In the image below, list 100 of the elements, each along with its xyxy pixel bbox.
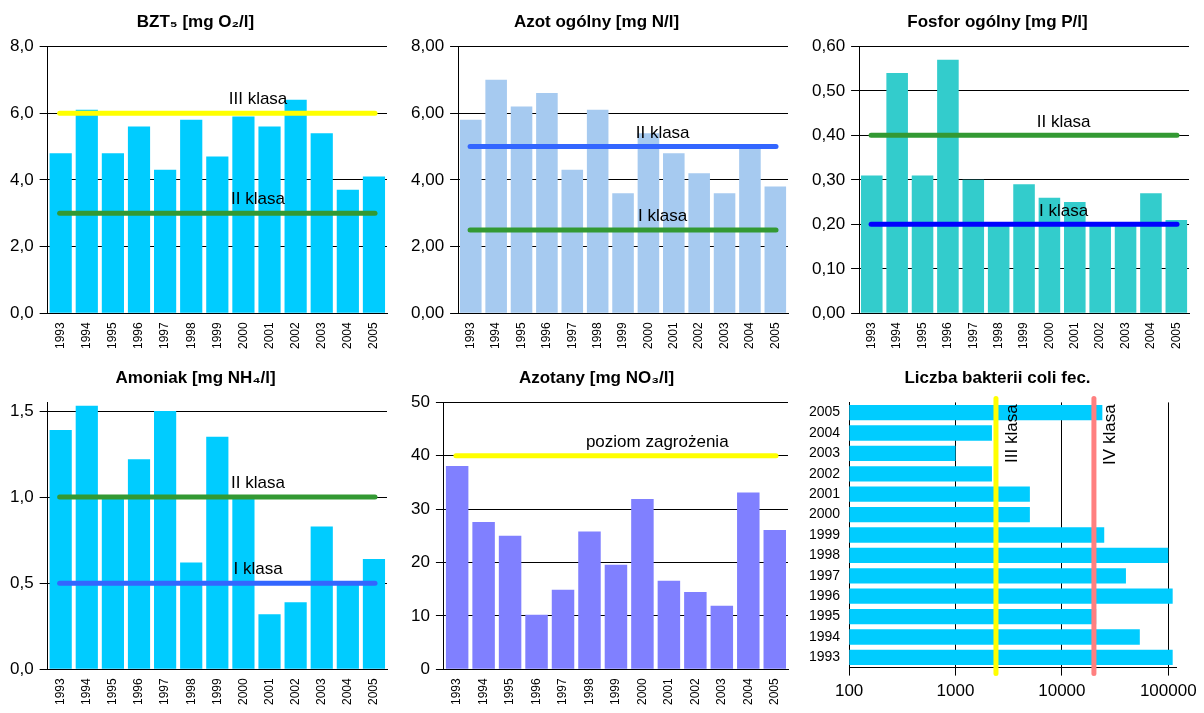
x-tick-label: 1994 xyxy=(889,321,904,350)
y-tick-label: 0 xyxy=(420,658,430,678)
bar xyxy=(763,529,787,669)
bar xyxy=(1165,219,1188,313)
bar xyxy=(206,156,229,313)
y-tick-label: 1996 xyxy=(808,587,841,604)
x-tick-label: 1996 xyxy=(528,677,543,706)
x-tick-label: 2001 xyxy=(666,321,681,350)
x-tick-label: 1999 xyxy=(209,321,224,350)
bar xyxy=(911,175,934,313)
y-tick-label: 1999 xyxy=(808,525,841,542)
y-tick-label: 1,0 xyxy=(9,486,34,506)
bar xyxy=(710,605,734,669)
bar xyxy=(713,193,736,313)
x-tick-label: 1996 xyxy=(940,321,955,350)
y-tick-label: 4,0 xyxy=(9,169,34,189)
bar xyxy=(937,59,959,313)
y-tick-label: 1993 xyxy=(808,648,841,665)
x-tick-label: 2001 xyxy=(261,321,276,350)
y-tick-label: 2,00 xyxy=(410,236,445,256)
y-tick-label: 8,0 xyxy=(9,36,34,56)
bar xyxy=(1089,224,1111,313)
bar xyxy=(101,497,124,669)
chart-title: Azotany [mg NO₃/l] xyxy=(518,367,675,387)
chart-title: Amoniak [mg NH₄/l] xyxy=(115,367,276,387)
y-tick-label: 2003 xyxy=(808,444,841,461)
bar xyxy=(336,189,359,313)
x-tick-label: 2004 xyxy=(1143,321,1158,350)
x-tick-label: 1993 xyxy=(463,321,478,350)
x-tick-label: 2000 xyxy=(1041,321,1056,350)
y-tick-label: 2002 xyxy=(808,464,841,481)
x-tick-label: 2004 xyxy=(340,321,355,350)
bar xyxy=(860,175,883,313)
bar xyxy=(445,465,469,669)
x-tick-label: 1997 xyxy=(564,321,579,350)
x-tick-label: 2002 xyxy=(687,677,702,706)
y-tick-label: 1994 xyxy=(808,627,841,644)
bar xyxy=(180,119,203,313)
bar xyxy=(561,169,584,313)
x-tick-label: 100000 xyxy=(1139,681,1197,701)
bar xyxy=(604,564,628,669)
x-tick-label: 2005 xyxy=(767,321,782,350)
bar xyxy=(886,73,908,313)
ref-line-label: poziom zagrożenia xyxy=(585,431,730,451)
bar xyxy=(127,126,151,313)
bar xyxy=(536,93,558,313)
bar xyxy=(578,531,601,669)
x-tick-label: 2003 xyxy=(716,321,731,350)
bar xyxy=(472,521,495,669)
x-tick-label: 1997 xyxy=(965,321,980,350)
x-tick-label: 2005 xyxy=(366,321,381,350)
x-tick-label: 1995 xyxy=(914,321,929,350)
y-tick-label: 1997 xyxy=(808,566,841,583)
bar xyxy=(310,133,333,313)
y-tick-label: 0,5 xyxy=(9,572,34,592)
x-tick-label: 2004 xyxy=(340,677,355,706)
bar xyxy=(657,580,681,669)
y-tick-label: 0,00 xyxy=(811,302,846,322)
x-tick-label: 1997 xyxy=(157,677,172,706)
bar xyxy=(631,499,654,669)
y-tick-label: 4,00 xyxy=(410,169,445,189)
bar xyxy=(258,614,281,669)
bar xyxy=(510,106,533,313)
x-tick-label: 1998 xyxy=(581,677,596,706)
x-tick-label: 2000 xyxy=(640,321,655,350)
bar xyxy=(586,109,609,313)
bar xyxy=(127,459,151,669)
x-tick-label: 2003 xyxy=(714,677,729,706)
x-tick-label: 2002 xyxy=(1092,321,1107,350)
x-tick-label: 1995 xyxy=(105,677,120,706)
x-tick-label: 1998 xyxy=(990,321,1005,350)
x-tick-label: 1994 xyxy=(475,677,490,706)
y-tick-label: 0,10 xyxy=(811,258,846,278)
x-tick-label: 2002 xyxy=(287,677,302,706)
x-tick-label: 2003 xyxy=(314,321,329,350)
x-tick-label: 1996 xyxy=(131,321,146,350)
ref-line-label: III klasa xyxy=(228,89,288,109)
x-tick-label: 2001 xyxy=(261,677,276,706)
ref-line-label: I klasa xyxy=(638,206,688,226)
bar xyxy=(1140,193,1162,313)
bar xyxy=(485,79,507,313)
x-tick-label: 1998 xyxy=(183,321,198,350)
x-tick-label: 1996 xyxy=(131,677,146,706)
chart-title: BZT₅ [mg O₂/l] xyxy=(136,11,255,31)
x-tick-label: 10000 xyxy=(1038,681,1086,701)
x-tick-label: 2003 xyxy=(314,677,329,706)
x-tick-label: 1994 xyxy=(488,321,503,350)
y-tick-label: 0,60 xyxy=(811,36,846,56)
bar xyxy=(737,492,760,669)
ref-line-label: II klasa xyxy=(1036,111,1092,131)
bar xyxy=(962,179,985,313)
x-tick-label: 1995 xyxy=(502,677,517,706)
y-tick-label: 0,40 xyxy=(811,125,846,145)
x-tick-label: 2001 xyxy=(661,677,676,706)
bar xyxy=(684,591,707,669)
x-tick-label: 2005 xyxy=(767,677,782,706)
x-tick-label: 1996 xyxy=(539,321,554,350)
x-tick-label: 1998 xyxy=(589,321,604,350)
x-tick-label: 2004 xyxy=(742,321,757,350)
x-tick-label: 1999 xyxy=(1016,321,1031,350)
